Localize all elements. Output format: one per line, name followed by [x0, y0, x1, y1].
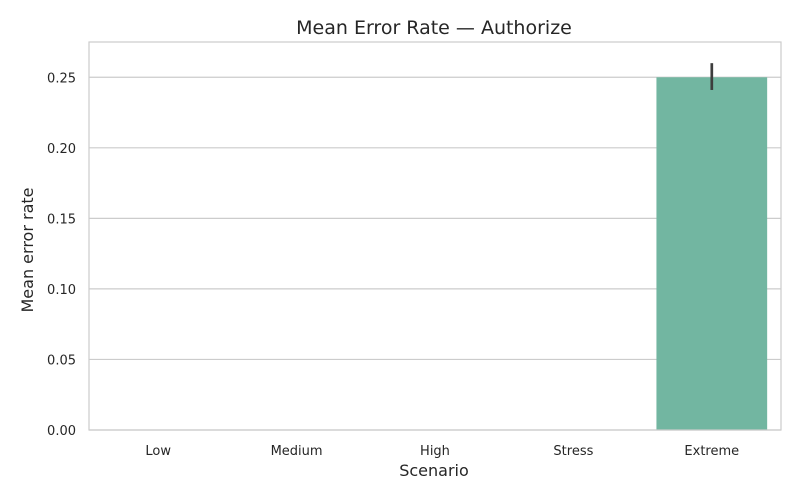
plot-frame — [88, 41, 782, 431]
bars — [656, 63, 768, 430]
x-tick-label: Stress — [553, 444, 593, 459]
y-axis-label: Mean error rate — [18, 188, 37, 313]
y-tick-label: 0.25 — [47, 71, 76, 86]
y-tick-labels: 0.00 0.05 0.10 0.15 0.20 0.25 — [47, 71, 76, 439]
y-tick-label: 0.15 — [47, 212, 76, 227]
x-tick-label: Low — [145, 444, 171, 459]
chart-title: Mean Error Rate — Authorize — [296, 17, 572, 39]
y-tick-label: 0.10 — [47, 283, 76, 298]
x-tick-labels: Low Medium High Stress Extreme — [145, 444, 739, 459]
x-tick-label: Medium — [271, 444, 323, 459]
y-tick-label: 0.20 — [47, 142, 76, 157]
y-tick-label: 0.05 — [47, 353, 76, 368]
x-axis-label: Scenario — [399, 461, 469, 480]
x-tick-label: High — [420, 444, 450, 459]
y-tick-label: 0.00 — [47, 424, 76, 439]
bar-extreme — [656, 77, 768, 430]
x-tick-label: Extreme — [684, 444, 739, 459]
plot-border — [88, 41, 782, 431]
